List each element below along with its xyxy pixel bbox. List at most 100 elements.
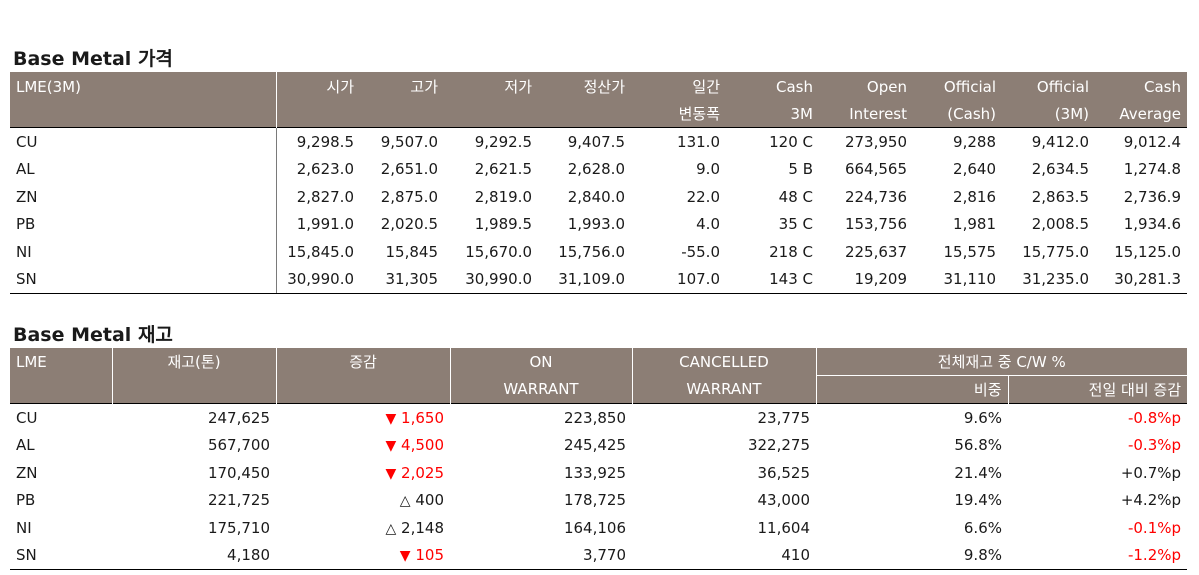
on-warrant-cell: 164,106 <box>563 518 626 537</box>
price-header-high: 고가 <box>360 72 444 100</box>
metal-name: CU <box>16 132 38 151</box>
change-value: 400 <box>415 491 444 510</box>
stock-header-group: 전체재고 중 C/W % <box>815 348 1188 376</box>
cw-ratio-cell: 56.8% <box>954 436 1002 455</box>
price-cell-open: 9,298.5 <box>275 127 360 156</box>
cancelled-warrant-cell: 410 <box>632 541 816 570</box>
cancelled-warrant-cell: 11,604 <box>757 518 811 537</box>
change-cell: △ 2,148 <box>276 514 450 542</box>
table-row: CU 9,298.5 9,507.0 9,292.5 9,407.5 131.0 120 C… <box>10 127 1187 156</box>
price-header-low: 저가 <box>444 72 538 100</box>
change-value: 2,148 <box>401 518 444 537</box>
price-cell-oi: 225,637 <box>844 242 907 261</box>
change-value: 1,650 <box>401 408 444 427</box>
price-header-open: 시가 <box>275 72 360 100</box>
price-cell-off-cash: 2,816 <box>953 187 996 206</box>
on-warrant-cell: 178,725 <box>563 491 626 510</box>
on-warrant-cell: 133,925 <box>563 463 626 482</box>
metal-name: PB <box>16 215 36 234</box>
price-cell-change: -55.0 <box>681 242 720 261</box>
stock-header-prev: 전일 대비 증감 <box>1007 375 1188 404</box>
price-cell-cash-avg: 9,012.4 <box>1123 132 1181 151</box>
price-cell-open: 2,623.0 <box>275 155 360 183</box>
triangle-up-icon: △ <box>385 520 397 537</box>
price-cell-change: 9.0 <box>696 160 720 179</box>
table-row: PB 1,991.0 2,020.5 1,989.5 1,993.0 4.0 35 C 153… <box>10 210 1187 238</box>
price-cell-off-cash: 9,288 <box>953 132 996 151</box>
price-cell-low: 9,292.5 <box>474 132 532 151</box>
price-cell-change: 131.0 <box>677 132 720 151</box>
price-cell-off-cash: 1,981 <box>953 215 996 234</box>
stock-cell: 170,450 <box>207 463 270 482</box>
metal-name: ZN <box>16 463 38 482</box>
price-cell-off-3m: 9,412.0 <box>1031 132 1089 151</box>
price-cell-settle: 15,756.0 <box>558 242 625 261</box>
cancelled-warrant-cell: 23,775 <box>757 408 811 427</box>
price-header-cash-top: Cash <box>726 72 819 100</box>
price-cell-oi: 664,565 <box>844 160 907 179</box>
price-cell-off-cash: 2,640 <box>953 160 996 179</box>
cancelled-warrant-cell: 43,000 <box>757 491 811 510</box>
cw-prev-change-cell: -0.3%p <box>1127 436 1182 455</box>
price-header-cashavg-bottom: Average <box>1095 100 1187 128</box>
cw-prev-change-cell: +4.2%p <box>1120 491 1182 510</box>
stock-cell: 175,710 <box>207 518 270 537</box>
price-table: LME(3M) 시가 고가 저가 정산가 일간 Cash Open Offici… <box>10 72 1187 294</box>
price-cell-settle: 2,840.0 <box>567 187 625 206</box>
price-cell-cash-avg: 30,281.3 <box>1095 265 1187 294</box>
triangle-down-icon: ▼ <box>385 438 397 455</box>
price-header-cash-bottom: 3M <box>726 100 819 128</box>
stock-cell: 247,625 <box>207 408 270 427</box>
change-value: 2,025 <box>401 463 444 482</box>
price-cell-off-3m: 2,634.5 <box>1031 160 1089 179</box>
cancelled-warrant-cell: 322,275 <box>747 436 810 455</box>
price-header-offcash-top: Official <box>913 72 1002 100</box>
metal-name: NI <box>16 242 32 261</box>
price-cell-open: 30,990.0 <box>275 265 360 294</box>
cw-prev-change-cell: +0.7%p <box>1120 463 1182 482</box>
cw-ratio-cell: 19.4% <box>954 491 1002 510</box>
price-cell-low: 2,819.0 <box>474 187 532 206</box>
metal-name: PB <box>16 491 36 510</box>
price-header-offcash-bottom: (Cash) <box>913 100 1002 128</box>
cw-ratio-cell: 21.4% <box>954 463 1002 482</box>
price-cell-settle: 31,109.0 <box>538 265 631 294</box>
price-cell-open: 1,991.0 <box>275 210 360 238</box>
cw-prev-change-cell: -0.8%p <box>1127 408 1182 427</box>
metal-name: NI <box>16 518 32 537</box>
stock-header-stock: 재고(톤) <box>111 348 276 376</box>
price-cell-off-3m: 15,775.0 <box>1022 242 1089 261</box>
stock-cell: 221,725 <box>207 491 270 510</box>
stock-header-change: 증감 <box>275 348 450 376</box>
table-row: SN 30,990.0 31,305 30,990.0 31,109.0 107.0 143… <box>10 265 1187 294</box>
price-cell-off-cash: 31,110 <box>913 265 1002 294</box>
price-cell-off-cash: 15,575 <box>943 242 997 261</box>
price-cell-cash3m: 48 C <box>778 187 813 206</box>
price-cell-settle: 1,993.0 <box>567 215 625 234</box>
price-cell-change: 107.0 <box>631 265 726 294</box>
on-warrant-cell: 3,770 <box>450 541 632 570</box>
stock-table: LME 재고(톤) 증감 ON CANCELLED 전체재고 중 C/W % W… <box>10 348 1188 570</box>
on-warrant-cell: 223,850 <box>563 408 626 427</box>
table-row: CU 247,625 ▼ 1,650 223,850 23,775 9.6% -0.8%p <box>10 404 1187 432</box>
table-row: PB 221,725 △ 400 178,725 43,000 19.4% +4.2%p <box>10 487 1187 515</box>
change-cell: ▼ 2,025 <box>276 459 450 487</box>
cancelled-warrant-cell: 36,525 <box>757 463 811 482</box>
metal-name: SN <box>10 541 112 570</box>
price-cell-cash3m: 5 B <box>788 160 813 179</box>
price-header-off3m-bottom: (3M) <box>1002 100 1095 128</box>
table-row: NI 15,845.0 15,845 15,670.0 15,756.0 -55.0 218… <box>10 238 1187 266</box>
price-cell-oi: 153,756 <box>844 215 907 234</box>
price-cell-low: 30,990.0 <box>444 265 538 294</box>
metal-name: SN <box>10 265 276 294</box>
triangle-up-icon: △ <box>399 493 411 510</box>
stock-header-ratio: 비중 <box>815 375 1008 404</box>
price-cell-low: 1,989.5 <box>474 215 532 234</box>
triangle-down-icon: ▼ <box>385 410 397 427</box>
price-section-title: Base Metal 가격 <box>13 48 173 70</box>
stock-cell: 567,700 <box>207 436 270 455</box>
cw-prev-change-cell: -1.2%p <box>1008 541 1188 570</box>
price-header-settle: 정산가 <box>538 72 631 100</box>
price-cell-cash3m: 218 C <box>769 242 813 261</box>
price-cell-open: 15,845.0 <box>275 238 360 266</box>
